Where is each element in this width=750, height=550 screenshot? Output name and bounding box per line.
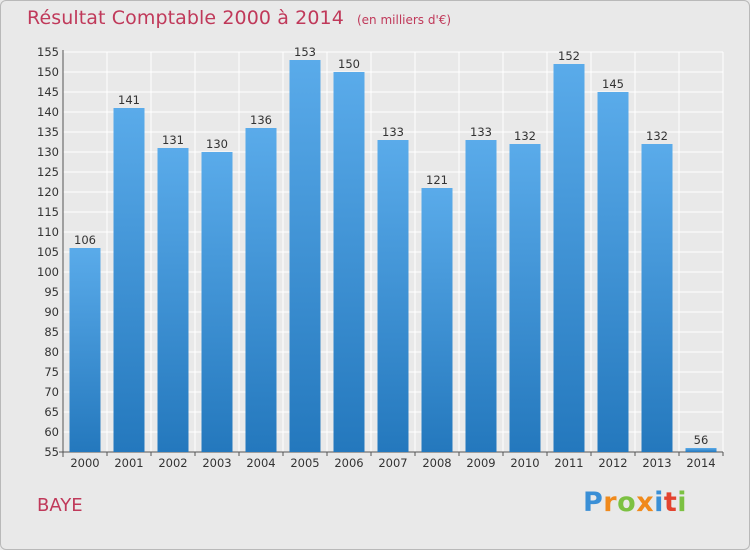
y-tick-label: 140 [37, 105, 59, 119]
y-tick-label: 65 [44, 405, 59, 419]
bar [509, 144, 541, 452]
y-tick-label: 145 [37, 85, 59, 99]
x-tick-label: 2001 [114, 456, 143, 470]
bar [333, 72, 365, 452]
y-tick-label: 105 [37, 245, 59, 259]
bar [465, 140, 497, 452]
y-tick-label: 70 [44, 385, 59, 399]
bar [69, 248, 101, 452]
chart-title: Résultat Comptable 2000 à 2014 [27, 7, 344, 29]
logo-letter: r [603, 487, 618, 518]
logo-letter: x [636, 487, 655, 518]
y-tick-label: 95 [44, 285, 59, 299]
bar-value-label: 132 [646, 129, 668, 143]
bar-value-label: 132 [514, 129, 536, 143]
bar-value-label: 136 [250, 113, 272, 127]
x-tick-label: 2007 [378, 456, 407, 470]
x-tick-label: 2005 [290, 456, 319, 470]
y-tick-label: 110 [37, 225, 59, 239]
y-tick-label: 55 [44, 445, 59, 459]
logo-letter: o [617, 487, 637, 518]
y-tick-label: 80 [44, 345, 59, 359]
bar-value-label: 152 [558, 49, 580, 63]
x-tick-label: 2008 [422, 456, 451, 470]
logo-letter: P [583, 487, 604, 518]
bar-value-label: 121 [426, 173, 448, 187]
bar [553, 64, 585, 452]
bar-value-label: 145 [602, 77, 624, 91]
x-tick-label: 2014 [686, 456, 715, 470]
bar [377, 140, 409, 452]
bar-value-label: 133 [382, 125, 404, 139]
y-tick-label: 125 [37, 165, 59, 179]
x-tick-label: 2000 [70, 456, 99, 470]
bar [245, 128, 277, 452]
y-tick-label: 135 [37, 125, 59, 139]
y-tick-label: 85 [44, 325, 59, 339]
logo-letter: t [663, 487, 678, 518]
bar-value-label: 141 [118, 93, 140, 107]
x-tick-label: 2006 [334, 456, 363, 470]
bar [113, 108, 145, 452]
logo-letter: i [677, 487, 688, 518]
bar [289, 60, 321, 452]
bar [157, 148, 189, 452]
x-tick-label: 2010 [510, 456, 539, 470]
bar-value-label: 133 [470, 125, 492, 139]
x-tick-label: 2011 [554, 456, 583, 470]
bar [641, 144, 673, 452]
y-tick-label: 130 [37, 145, 59, 159]
y-tick-label: 115 [37, 205, 59, 219]
logo-letter: i [654, 487, 664, 518]
x-tick-label: 2002 [158, 456, 187, 470]
bar [685, 448, 717, 452]
x-tick-label: 2013 [642, 456, 671, 470]
x-tick-label: 2009 [466, 456, 495, 470]
chart-unit: (en milliers d'€) [356, 13, 452, 27]
proxiti-logo[interactable]: Proxiti [583, 487, 687, 518]
bar [201, 152, 233, 452]
y-tick-label: 150 [37, 65, 59, 79]
bar-value-label: 131 [162, 133, 184, 147]
x-tick-label: 2004 [246, 456, 275, 470]
bar-value-label: 150 [338, 57, 360, 71]
y-tick-label: 100 [37, 265, 59, 279]
x-tick-label: 2003 [202, 456, 231, 470]
town-name: BAYE [37, 495, 83, 516]
bar-value-label: 130 [206, 137, 228, 151]
y-tick-label: 75 [44, 365, 59, 379]
bar-value-label: 56 [694, 433, 709, 447]
y-tick-label: 120 [37, 185, 59, 199]
y-tick-label: 90 [44, 305, 59, 319]
title-row: Résultat Comptable 2000 à 2014 (en milli… [27, 7, 451, 29]
y-tick-label: 60 [44, 425, 59, 439]
bar [597, 92, 629, 452]
y-tick-label: 155 [37, 45, 59, 59]
bar-value-label: 153 [294, 45, 316, 59]
x-tick-label: 2012 [598, 456, 627, 470]
bar-value-label: 106 [74, 233, 96, 247]
bar [421, 188, 453, 452]
